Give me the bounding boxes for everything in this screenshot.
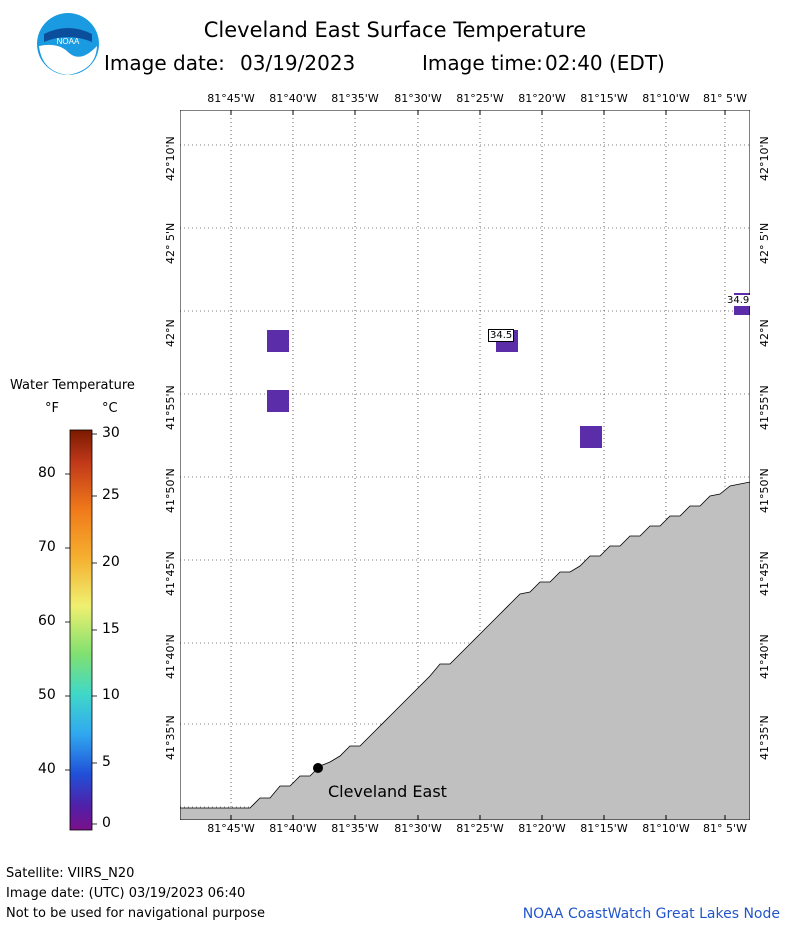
lat-tick-label: 41°55'N	[758, 385, 771, 430]
fahrenheit-tick-label: 60	[38, 613, 56, 629]
image-date: 03/19/2023	[240, 51, 356, 75]
unit-fahrenheit: °F	[45, 401, 59, 416]
lon-tick-label: 81°35'W	[331, 92, 379, 105]
image-time: 02:40 (EDT)	[545, 51, 665, 75]
navigation-disclaimer: Not to be used for navigational purpose	[6, 906, 266, 921]
lat-tick-label: 41°50'N	[164, 468, 177, 513]
page-title: Cleveland East Surface Temperature	[203, 18, 587, 42]
lon-tick-label: 81°40'W	[269, 822, 317, 835]
lat-tick-label: 41°45'N	[164, 551, 177, 596]
image-date-label: Image date:	[104, 51, 225, 75]
lat-tick-label: 42°N	[164, 319, 177, 347]
satellite-info: Satellite: VIIRS_N20	[6, 866, 135, 881]
lat-tick-label: 42° 5'N	[758, 222, 771, 264]
lon-tick-label: 81°25'W	[456, 822, 504, 835]
lon-tick-label: 81°20'W	[518, 92, 566, 105]
fahrenheit-tick-label: 80	[38, 465, 56, 481]
celsius-tick-label: 20	[102, 554, 120, 570]
temperature-pixel	[267, 390, 289, 412]
lat-tick-label: 41°45'N	[758, 551, 771, 596]
lon-tick-label: 81°10'W	[642, 92, 690, 105]
station-label: Cleveland East	[328, 782, 447, 801]
lat-tick-label: 42°10'N	[164, 136, 177, 181]
lon-tick-label: 81°30'W	[394, 92, 442, 105]
celsius-tick-label: 30	[102, 425, 120, 441]
station-marker	[313, 763, 323, 773]
lat-tick-label: 41°55'N	[164, 385, 177, 430]
image-time-label: Image time:	[422, 51, 543, 75]
lon-tick-label: 81°15'W	[580, 822, 628, 835]
lat-tick-label: 42° 5'N	[164, 222, 177, 264]
lat-tick-label: 41°40'N	[164, 634, 177, 679]
lon-tick-label: 81° 5'W	[703, 822, 747, 835]
lon-tick-label: 81°25'W	[456, 92, 504, 105]
temp-label-1: 34.5	[488, 329, 515, 342]
celsius-tick-label: 10	[102, 687, 120, 703]
fahrenheit-tick-label: 50	[38, 687, 56, 703]
lon-tick-label: 81°45'W	[207, 822, 255, 835]
legend-title: Water Temperature	[10, 378, 135, 393]
temperature-pixel	[267, 330, 289, 352]
lon-tick-label: 81°30'W	[394, 822, 442, 835]
unit-celsius: °C	[102, 401, 118, 416]
lon-tick-label: 81°35'W	[331, 822, 379, 835]
lon-tick-label: 81°10'W	[642, 822, 690, 835]
lat-tick-label: 41°35'N	[758, 715, 771, 760]
celsius-tick-label: 5	[102, 754, 111, 770]
lon-tick-label: 81°15'W	[580, 92, 628, 105]
color-bar	[65, 429, 97, 831]
lon-tick-label: 81°40'W	[269, 92, 317, 105]
noaa-logo: NOAA	[37, 13, 99, 75]
coastwatch-node-link[interactable]: NOAA CoastWatch Great Lakes Node	[522, 906, 780, 922]
temp-label-2: 34.9	[726, 295, 751, 306]
celsius-tick-label: 15	[102, 621, 120, 637]
land-area	[180, 481, 750, 820]
temperature-pixel	[580, 426, 602, 448]
lon-tick-label: 81°45'W	[207, 92, 255, 105]
map-frame	[180, 110, 750, 820]
lat-tick-label: 41°50'N	[758, 468, 771, 513]
celsius-tick-label: 25	[102, 487, 120, 503]
fahrenheit-tick-label: 70	[38, 539, 56, 555]
noaa-logo-text: NOAA	[57, 37, 80, 46]
lat-tick-label: 41°40'N	[758, 634, 771, 679]
lon-tick-label: 81° 5'W	[703, 92, 747, 105]
lat-tick-label: 41°35'N	[164, 715, 177, 760]
fahrenheit-tick-label: 40	[38, 761, 56, 777]
utc-date: Image date: (UTC) 03/19/2023 06:40	[6, 886, 246, 901]
lon-tick-label: 81°20'W	[518, 822, 566, 835]
lat-tick-label: 42°N	[758, 319, 771, 347]
lat-tick-label: 42°10'N	[758, 136, 771, 181]
celsius-tick-label: 0	[102, 815, 111, 831]
